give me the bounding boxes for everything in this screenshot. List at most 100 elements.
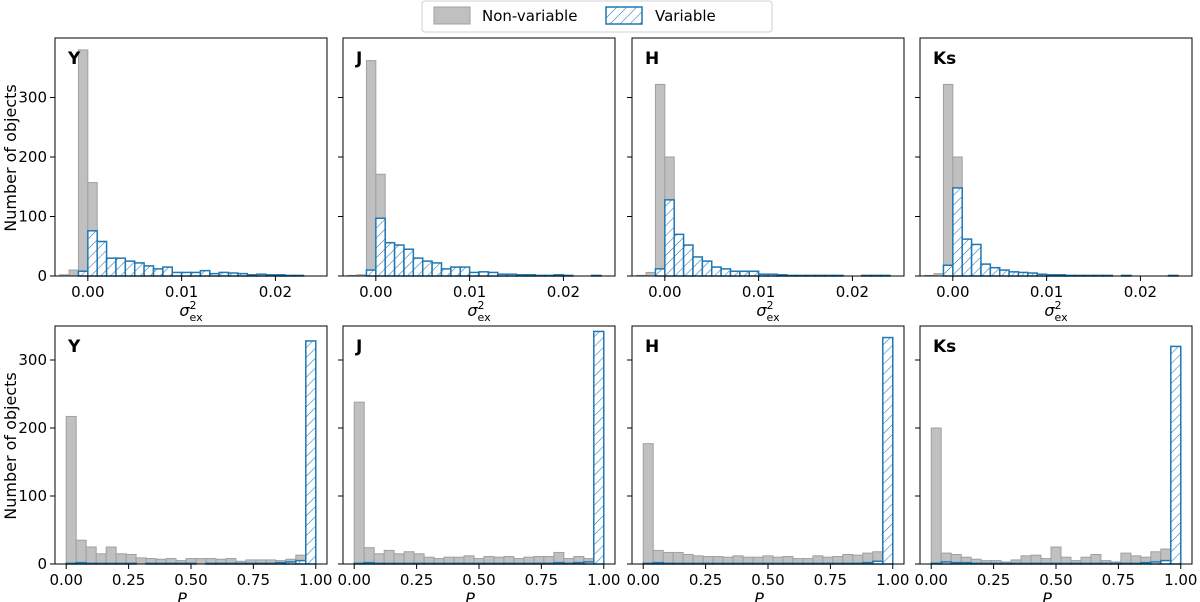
x-tick-label: 0.00: [71, 283, 104, 301]
panel-bottom-Ks: 0.00 0.25 0.50 0.75 1.00 Ks Pvar: [915, 325, 1197, 602]
x-tick-label: 0.25: [977, 571, 1010, 589]
bar-variable-6: [115, 257, 127, 277]
band-label: Ks: [933, 49, 956, 69]
x-tick-label: 0.02: [1124, 283, 1157, 301]
bar-variable-6: [403, 248, 415, 277]
bar-variable-14: [190, 271, 202, 277]
x-axis-label: σ2 ex: [1044, 299, 1068, 324]
bar-variable-6: [980, 263, 992, 277]
bar-variable-3: [664, 199, 675, 277]
bar-nonvariable-0: [65, 415, 77, 565]
bar-variable-24: [1170, 345, 1182, 565]
x-axis-label-main: P: [177, 589, 187, 602]
bar-nonvariable-2: [85, 546, 97, 565]
axes-frame: [919, 325, 1193, 565]
x-tick-label: 0.50: [1039, 571, 1072, 589]
bar-nonvariable-3: [383, 549, 395, 565]
x-axis-label: Pvar: [1042, 589, 1070, 602]
panel-top-J: 0.00 0.01 0.02 Jσ2 ex: [338, 37, 616, 324]
bar-nonvariable-6: [413, 553, 425, 565]
x-tick-label: 0.01: [165, 283, 198, 301]
bar-nonvariable-1: [363, 547, 375, 565]
y-tick-label: 200: [18, 419, 47, 437]
bar-variable-23: [295, 559, 307, 565]
ylabel-bottom: Number of objects: [1, 372, 20, 520]
bar-nonvariable-19: [1120, 552, 1132, 565]
y-tick-label: 300: [18, 351, 47, 369]
bar-variable-24: [882, 336, 894, 565]
x-axis-label: Pvar: [754, 589, 782, 602]
x-axis-label: σ2 ex: [467, 299, 491, 324]
x-tick-label: 0.25: [689, 571, 722, 589]
bar-variable-13: [468, 271, 480, 277]
panel-top-Ks: 0.00 0.01 0.02 Ks σ2 ex: [915, 37, 1193, 324]
bar-variable-13: [180, 271, 192, 277]
x-tick-label: 0.01: [453, 283, 486, 301]
x-axis-label-main: P: [465, 589, 475, 602]
x-tick-label: 1.00: [587, 571, 620, 589]
panel-top-H: 0.00 0.01 0.02 Hσ2 ex: [627, 37, 905, 324]
bar-nonvariable-2: [365, 60, 377, 277]
bar-nonvariable-3: [95, 553, 107, 565]
bar-variable-7: [989, 266, 1001, 277]
x-axis-label-sub: var: [475, 599, 493, 602]
band-label: H: [645, 49, 659, 69]
legend-label-nonvariable: Non-variable: [482, 7, 577, 25]
band-label: J: [355, 49, 362, 69]
x-axis-label-sub: var: [1052, 599, 1070, 602]
bar-nonvariable-4: [393, 553, 405, 565]
bar-variable-4: [961, 238, 973, 277]
bar-nonvariable-12: [1050, 546, 1062, 565]
x-tick-label: 0.00: [338, 571, 371, 589]
bar-variable-8: [421, 260, 433, 277]
bar-variable-4: [673, 233, 685, 277]
x-tick-label: 0.00: [50, 571, 83, 589]
x-axis-label-main: σ: [467, 301, 478, 320]
bar-variable-8: [710, 266, 722, 277]
bar-variable-17: [218, 271, 230, 277]
y-tick-label: 200: [18, 148, 47, 166]
x-tick-label: 0.25: [112, 571, 145, 589]
band-label: Y: [67, 49, 81, 69]
x-axis-label-sub: ex: [190, 311, 204, 324]
x-tick-label: 0.25: [400, 571, 433, 589]
x-axis-label: σ2 ex: [179, 299, 203, 324]
band-label: H: [645, 337, 659, 357]
bar-variable-9: [720, 268, 732, 277]
bar-variable-9: [143, 265, 155, 277]
axes-frame: [342, 325, 616, 565]
bar-variable-7: [124, 260, 136, 277]
axes-frame: [631, 325, 905, 565]
x-tick-label: 0.00: [648, 283, 681, 301]
legend-frame: [421, 0, 773, 33]
x-axis-label-main: P: [1042, 589, 1052, 602]
panel-bottom-H: 0.00 0.25 0.50 0.75 1.00 H Pvar: [627, 325, 909, 602]
bar-variable-11: [162, 266, 173, 277]
bar-nonvariable-7: [135, 557, 147, 565]
x-tick-label: 0.75: [237, 571, 270, 589]
x-tick-label: 0.50: [751, 571, 784, 589]
bar-variable-11: [739, 270, 750, 277]
bar-variable-2: [365, 269, 377, 277]
band-label: J: [355, 337, 362, 357]
bar-variable-23: [1160, 559, 1172, 565]
x-axis-label-sub: ex: [478, 311, 492, 324]
bar-nonvariable-2: [942, 83, 954, 277]
bar-nonvariable-3: [672, 551, 684, 565]
band-label: Y: [67, 337, 81, 357]
bar-variable-7: [412, 257, 424, 277]
panel-bottom-Y: 0.00 0.25 0.50 0.75 1.00 0 100 200 300 Y Pvar: [18, 325, 332, 602]
bar-variable-12: [171, 271, 183, 277]
bar-nonvariable-2: [373, 553, 385, 565]
bar-variable-5: [105, 257, 117, 277]
bar-nonvariable-1: [645, 271, 656, 277]
x-axis-label-sup: 2: [1055, 299, 1062, 312]
x-axis-label-sub: var: [187, 599, 205, 602]
x-axis-label-sup: 2: [478, 299, 485, 312]
bar-nonvariable-4: [105, 546, 117, 565]
x-tick-label: 0.50: [174, 571, 207, 589]
bar-variable-2: [654, 268, 666, 277]
bar-nonvariable-2: [662, 551, 674, 565]
x-axis-label-sub: ex: [767, 311, 781, 324]
